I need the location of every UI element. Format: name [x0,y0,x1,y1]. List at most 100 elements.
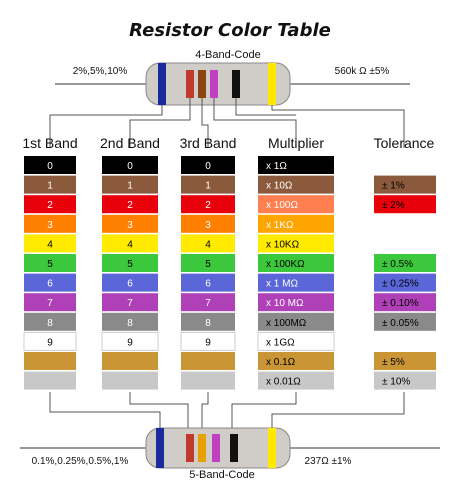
band3-label: 3 [205,220,211,231]
bottom-connectors [49,392,405,432]
four-band-label: 4-Band-Code [195,49,260,61]
band3-label: 6 [205,279,211,290]
band1-cell [24,293,76,312]
multiplier-cell [258,371,334,390]
band3-label: 8 [205,318,211,329]
band3-label: 0 [205,161,211,172]
band3-label: 4 [205,239,211,250]
tolerance-cell [374,273,436,292]
multiplier-label: x 0.01Ω [266,377,301,388]
band1-cell [24,195,76,214]
band2-cell [102,195,158,214]
column-header-2nd-band: 2nd Band [100,135,160,151]
band1-label: 8 [47,318,53,329]
multiplier-cell [258,195,334,214]
five-band-right-note: 237Ω ±1% [305,456,352,467]
five-band-band [156,428,164,468]
four-band-band [198,70,206,98]
band1-cell [24,273,76,292]
column-header-3rd-band: 3rd Band [180,135,237,151]
multiplier-cell [258,254,334,272]
band1-cell [24,352,76,370]
column-header-1st-band: 1st Band [22,135,77,151]
band2-label: 7 [127,298,133,309]
band1-label: 5 [47,259,53,270]
band3-label: 9 [205,337,211,348]
band1-cell [24,175,76,194]
connector-line [271,105,405,148]
band3-cell [181,352,235,370]
band1-cell [24,312,76,331]
multiplier-label: x 100MΩ [266,318,307,329]
band3-cell [180,331,236,351]
band3-label: 7 [205,298,211,309]
five-band-label: 5-Band-Code [189,469,254,481]
tolerance-label: ± 0.5% [382,259,413,270]
tolerance-label: ± 1% [382,181,405,192]
multiplier-label: x 100Ω [266,200,298,211]
band1-cell [24,156,76,174]
band2-cell [102,175,158,194]
tolerance-label: ± 10% [382,377,410,388]
band1-cell [23,331,77,351]
five-band-band [186,434,194,462]
band2-cell [102,156,158,174]
band3-cell [181,175,235,194]
tolerance-cell [374,254,436,272]
band1-cell [24,371,76,390]
five-band-resistor: 0.1%,0.25%,0.5%,1% 237Ω ±1% 5-Band-Code [20,427,440,481]
multiplier-label: x 100KΩ [266,259,305,270]
band1-label: 9 [47,337,53,348]
band1-label: 6 [47,279,53,290]
tolerance-label: ± 2% [382,200,405,211]
multiplier-label: x 1Ω [266,161,287,172]
multiplier-cell [258,214,334,233]
band1-label: 3 [47,220,53,231]
five-band-band [198,434,206,462]
band3-label: 2 [205,200,211,211]
band2-cell [102,312,158,331]
band1-cell [24,234,76,253]
multiplier-cell [257,331,335,351]
connector-line [231,392,297,432]
tolerance-cell [374,175,436,194]
multiplier-label: x 10KΩ [266,239,300,250]
band2-label: 4 [127,239,133,250]
connector-line [129,392,189,432]
top-connectors [49,98,405,148]
five-band-left-note: 0.1%,0.25%,0.5%,1% [32,456,129,467]
tolerance-label: ± 0.05% [382,318,419,329]
connector-line [129,98,191,148]
band2-label: 3 [127,220,133,231]
band1-label: 1 [47,181,53,192]
multiplier-cell [258,175,334,194]
four-band-band [232,70,240,98]
multiplier-label: x 0.1Ω [266,357,296,368]
connector-line [213,98,297,148]
band2-cell [102,352,158,370]
tolerance-label: ± 0.10% [382,298,419,309]
column-header-multiplier: Multiplier [268,135,324,151]
band3-cell [181,214,235,233]
band1-label: 2 [47,200,53,211]
band2-cell [102,234,158,253]
five-band-band [268,428,276,468]
four-band-right-note: 560k Ω ±5% [335,66,390,77]
band2-label: 6 [127,279,133,290]
band1-label: 4 [47,239,53,250]
connector-line [271,392,405,428]
connector-line [49,105,163,148]
four-band-band [268,63,276,105]
band2-label: 9 [127,337,133,348]
band2-cell [102,254,158,272]
multiplier-label: x 10 MΩ [266,298,304,309]
band3-cell [181,293,235,312]
multiplier-cell [258,293,334,312]
connector-line [235,98,296,116]
band2-cell [102,371,158,390]
band2-label: 2 [127,200,133,211]
band1-cell [24,254,76,272]
four-band-resistor: 4-Band-Code 2%,5%,10% 560k Ω ±5% [55,49,410,106]
band2-cell [102,273,158,292]
